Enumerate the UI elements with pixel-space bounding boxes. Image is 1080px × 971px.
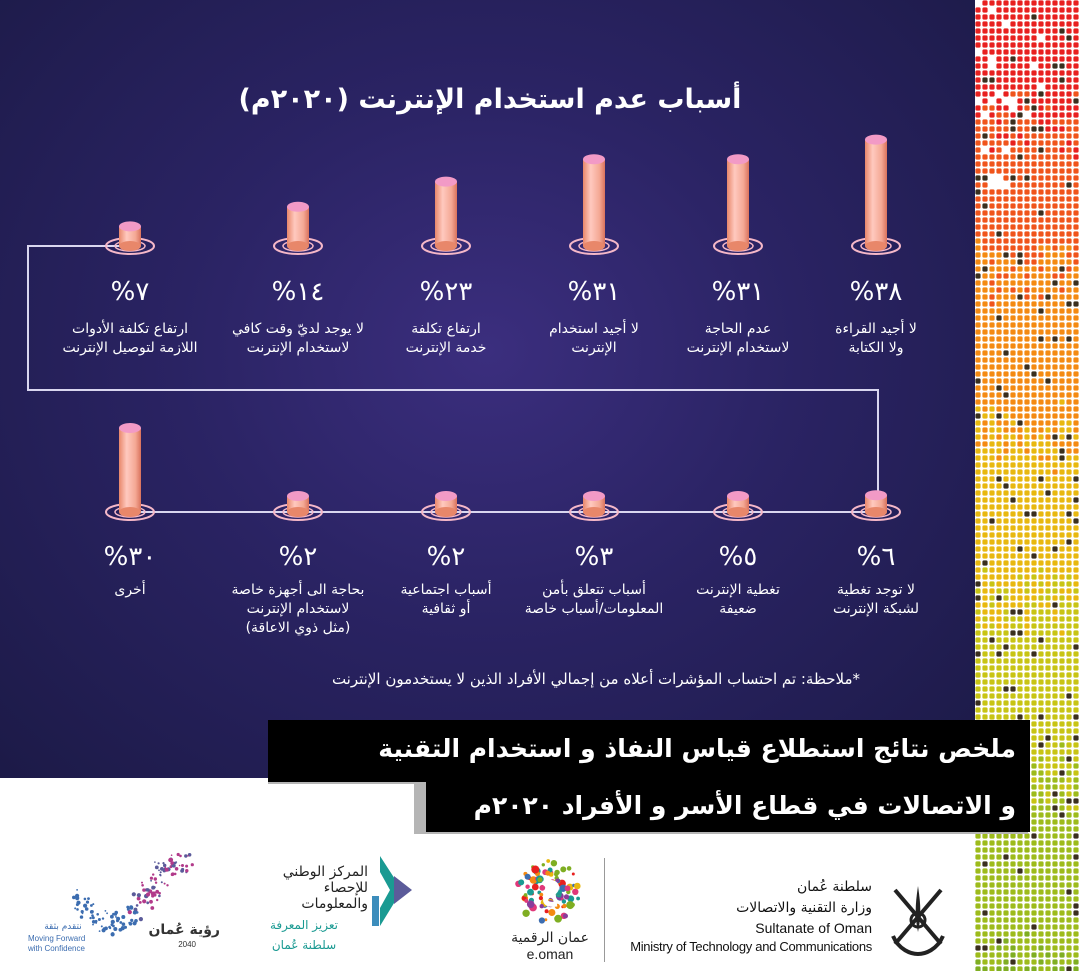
value-label-8: %٥	[719, 542, 758, 572]
bar-5	[273, 201, 323, 255]
ministry-ar-2: وزارة التقنية والاتصالات	[736, 900, 872, 916]
value-label-9: %٣	[575, 542, 614, 572]
category-label-10: أسباب اجتماعية	[401, 580, 492, 598]
ncsi-name-1: المركز الوطني	[282, 864, 368, 880]
category-label-9: المعلومات/أسباب خاصة	[525, 599, 664, 617]
value-label-11: %٢	[279, 542, 318, 572]
value-label-1: %٣٨	[850, 277, 903, 307]
category-label-4: ارتفاع تكلفة	[411, 321, 481, 337]
value-label-3: %٣١	[568, 277, 621, 307]
banner: ملخص نتائج استطلاع قياس النفاذ و استخدام…	[268, 720, 1030, 834]
bar-8	[713, 491, 763, 521]
chart-title: أسباب عدم استخدام الإنترنت (٢٠٢٠م)	[239, 81, 742, 115]
ncsi-name-2: للإحصاء	[323, 880, 368, 896]
value-label-12: %٣٠	[104, 542, 157, 572]
bar-11	[273, 491, 323, 521]
bar-6	[105, 221, 155, 255]
category-label-11: (مثل ذوي الاعاقة)	[246, 620, 351, 636]
bar-9	[569, 491, 619, 521]
ncsi-name-3: والمعلومات	[301, 896, 368, 912]
category-label-8: ضعيفة	[719, 601, 756, 617]
category-label-7: لشبكة الإنترنت	[833, 601, 919, 617]
category-label-10: أو ثقافية	[422, 599, 471, 617]
vision-slogan-en-2: with Confidence	[28, 944, 85, 953]
bar-chart: أسباب عدم استخدام الإنترنت (٢٠٢٠م) %٣٨ لا…	[27, 81, 919, 689]
banner-line-1: ملخص نتائج استطلاع قياس النفاذ و استخدام…	[268, 720, 1030, 782]
category-label-5: لاستخدام الإنترنت	[247, 340, 350, 356]
oman-emblem-icon	[891, 886, 945, 957]
value-label-2: %٣١	[712, 277, 765, 307]
mosaic-decoration	[975, 0, 1079, 971]
category-label-5: لا يوجد لديّ وقت كافي	[232, 321, 364, 337]
value-label-6: %٧	[111, 277, 150, 307]
category-label-2: لاستخدام الإنترنت	[687, 340, 790, 356]
bar-1	[851, 134, 901, 255]
ministry-en-1: Sultanate of Oman	[755, 920, 872, 936]
bar-3	[569, 154, 619, 255]
category-label-8: تغطية الإنترنت	[696, 582, 780, 598]
vision-slogan-ar: نتقدم بثقة	[44, 922, 82, 932]
vision-title: رؤية عُمان	[148, 922, 220, 938]
category-label-1: ولا الكتابة	[849, 340, 904, 356]
vision-year: 2040	[178, 940, 196, 949]
value-label-4: %٢٣	[420, 277, 473, 307]
bar-7	[851, 490, 901, 521]
eoman-en: e.oman	[526, 946, 574, 962]
category-label-11: لاستخدام الإنترنت	[247, 601, 350, 617]
bar-12	[105, 423, 155, 521]
vision-2040-logo-icon	[72, 852, 194, 937]
footer-logos: سلطنة عُمان وزارة التقنية والاتصالات Sul…	[0, 836, 975, 971]
banner-line-2: و الاتصالات في قطاع الأسر و الأفراد ٢٠٢٠…	[426, 782, 1030, 832]
category-label-9: أسباب تتعلق بأمن	[542, 579, 646, 598]
ministry-ar-1: سلطنة عُمان	[796, 879, 872, 895]
category-label-12: أخرى	[114, 580, 145, 598]
value-label-7: %٦	[857, 542, 896, 572]
category-label-11: بحاجة الى أجهزة خاصة	[232, 580, 365, 598]
eoman-ar: عمان الرقمية	[511, 930, 589, 946]
bar-4	[421, 176, 471, 255]
eoman-logo-icon	[515, 859, 581, 924]
ncsi-slogan: تعزيز المعرفة	[269, 918, 339, 932]
category-label-7: لا توجد تغطية	[837, 582, 915, 598]
category-label-2: عدم الحاجة	[705, 321, 771, 337]
category-label-3: لا أجيد استخدام	[549, 319, 639, 337]
category-label-6: ارتفاع تكلفة الأدوات	[72, 319, 188, 337]
ncsi-logo-icon	[372, 856, 412, 926]
bar-2	[713, 154, 763, 255]
chart-note: *ملاحظة: تم احتساب المؤشرات أعلاه من إجم…	[332, 669, 861, 689]
category-label-4: خدمة الإنترنت	[406, 340, 487, 356]
category-label-3: الإنترنت	[571, 340, 616, 356]
category-label-6: اللازمة لتوصيل الإنترنت	[63, 340, 198, 356]
ncsi-country: سلطنة عُمان	[271, 938, 337, 952]
value-label-10: %٢	[427, 542, 466, 572]
connector-line	[27, 245, 879, 513]
divider	[604, 858, 605, 962]
value-label-5: %١٤	[272, 277, 325, 307]
category-label-1: لا أجيد القراءة	[835, 319, 917, 337]
vision-slogan-en-1: Moving Forward	[28, 934, 86, 943]
bar-10	[421, 491, 471, 521]
ministry-en-2: Ministry of Technology and Communication…	[630, 939, 872, 954]
